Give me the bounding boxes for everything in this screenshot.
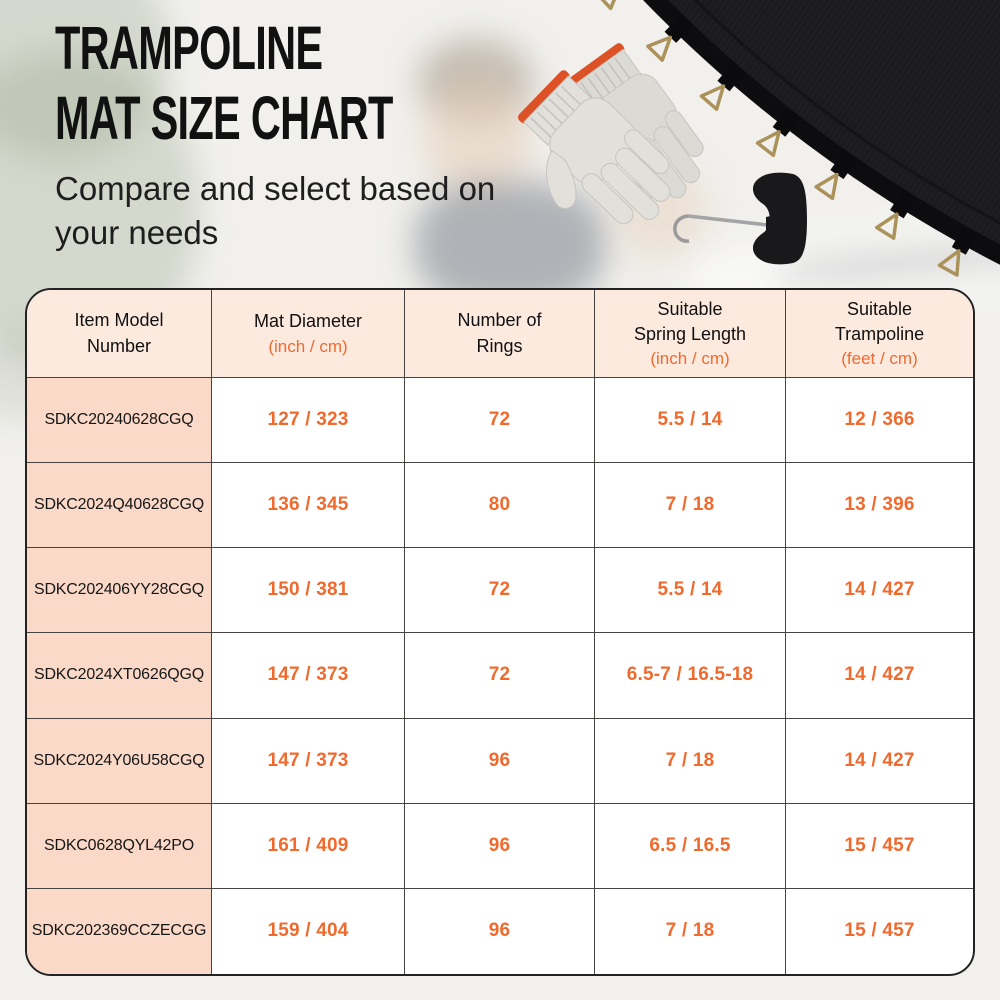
v-ring-icon [595,0,622,11]
col-header-sublabel: (inch / cm) [268,336,348,356]
cell-model-number: SDKC202369CCZECGG [27,888,212,974]
v-ring-icon [755,107,801,158]
col-header-label: Mat Diameter [253,311,363,332]
cell-mat-diameter: 147 / 373 [212,633,405,719]
cell-suitable-trampoline: 14 / 427 [786,719,973,804]
col-header-num-rings: Number of Rings [405,290,595,378]
page-subtitle: Compare and select based on your needs [55,170,496,251]
page-title-line2: MAT SIZE CHART [55,83,393,152]
cell-model-number: SDKC0628QYL42PO [27,803,212,889]
cell-mat-diameter: 161 / 409 [212,803,405,889]
mat-v-rings [595,0,978,277]
cell-spring-length: 7 / 18 [595,463,786,549]
glove-cuff-band [517,70,570,124]
tool-hook [673,214,690,243]
cell-num-rings: 96 [405,888,595,974]
cell-num-rings: 72 [405,633,595,719]
product-illustrations [517,0,1000,277]
v-ring-icon [814,150,858,201]
size-chart-table: Item Model Number Mat Diameter (inch / c… [25,288,975,976]
cell-spring-length: 7 / 18 [595,718,786,804]
cell-num-rings: 72 [405,378,595,464]
cell-model-number: SDKC20240628CGQ [27,378,212,464]
cell-mat-diameter: 136 / 345 [212,463,405,549]
cell-num-rings: 96 [405,803,595,889]
cell-mat-diameter: 150 / 381 [212,548,405,634]
cell-suitable-trampoline: 14 / 427 [786,548,973,634]
col-header-label: Item Model Number [74,310,164,356]
cell-suitable-trampoline: 15 / 457 [786,804,973,889]
cell-suitable-trampoline: 13 / 396 [786,463,973,549]
tool-t-handle [752,172,807,265]
v-ring-icon [937,226,978,277]
cell-spring-length: 5.5 / 14 [595,548,786,634]
cell-num-rings: 72 [405,548,595,634]
col-header-spring-length: Suitable Spring Length (inch / cm) [595,290,786,378]
page-title-line1: TRAMPOLINE [55,14,323,82]
col-header-mat-diameter: Mat Diameter (inch / cm) [212,290,405,378]
col-header-item-model: Item Model Number [27,290,212,378]
cell-spring-length: 6.5-7 / 16.5-18 [595,633,786,719]
col-header-sublabel: (inch / cm) [650,349,730,369]
cell-num-rings: 80 [405,463,595,549]
cell-model-number: SDKC202406YY28CGQ [27,548,212,634]
v-ring-icon [646,14,693,62]
cell-num-rings: 96 [405,718,595,804]
col-header-suitable-trampoline: Suitable Trampoline (feet / cm) [786,290,973,378]
cell-model-number: SDKC2024Y06U58CGQ [27,718,212,804]
work-gloves-illustration [517,43,704,225]
child-face-blob [424,82,532,197]
cell-model-number: SDKC2024Q40628CGQ [27,463,212,549]
cell-mat-diameter: 127 / 323 [212,378,405,464]
cell-suitable-trampoline: 15 / 457 [844,920,915,942]
v-ring-icon [699,62,746,111]
cell-model-number: SDKC2024XT0626QGQ [27,633,212,719]
glove-cuff-band [568,43,625,87]
cell-mat-diameter: 147 / 373 [212,718,405,804]
glove-icon [517,70,671,225]
col-header-label: Suitable Trampoline [834,298,925,344]
cell-suitable-trampoline: 12 / 366 [786,378,973,464]
tool-rod [687,214,769,227]
col-header-sublabel: (feet / cm) [841,349,918,369]
col-header-label: Number of Rings [457,310,542,356]
cell-spring-length: 6.5 / 16.5 [595,803,786,889]
cell-spring-length: 5.5 / 14 [595,378,786,464]
cell-mat-diameter: 159 / 404 [212,888,405,974]
cell-spring-length: 7 / 18 [595,888,786,974]
cell-suitable-trampoline: 14 / 427 [786,633,973,719]
spring-pull-tool-illustration [673,172,807,265]
page-title: TRAMPOLINE MAT SIZE CHART [55,14,393,153]
v-ring-icon [874,189,917,240]
col-header-label: Suitable Spring Length [633,298,747,344]
